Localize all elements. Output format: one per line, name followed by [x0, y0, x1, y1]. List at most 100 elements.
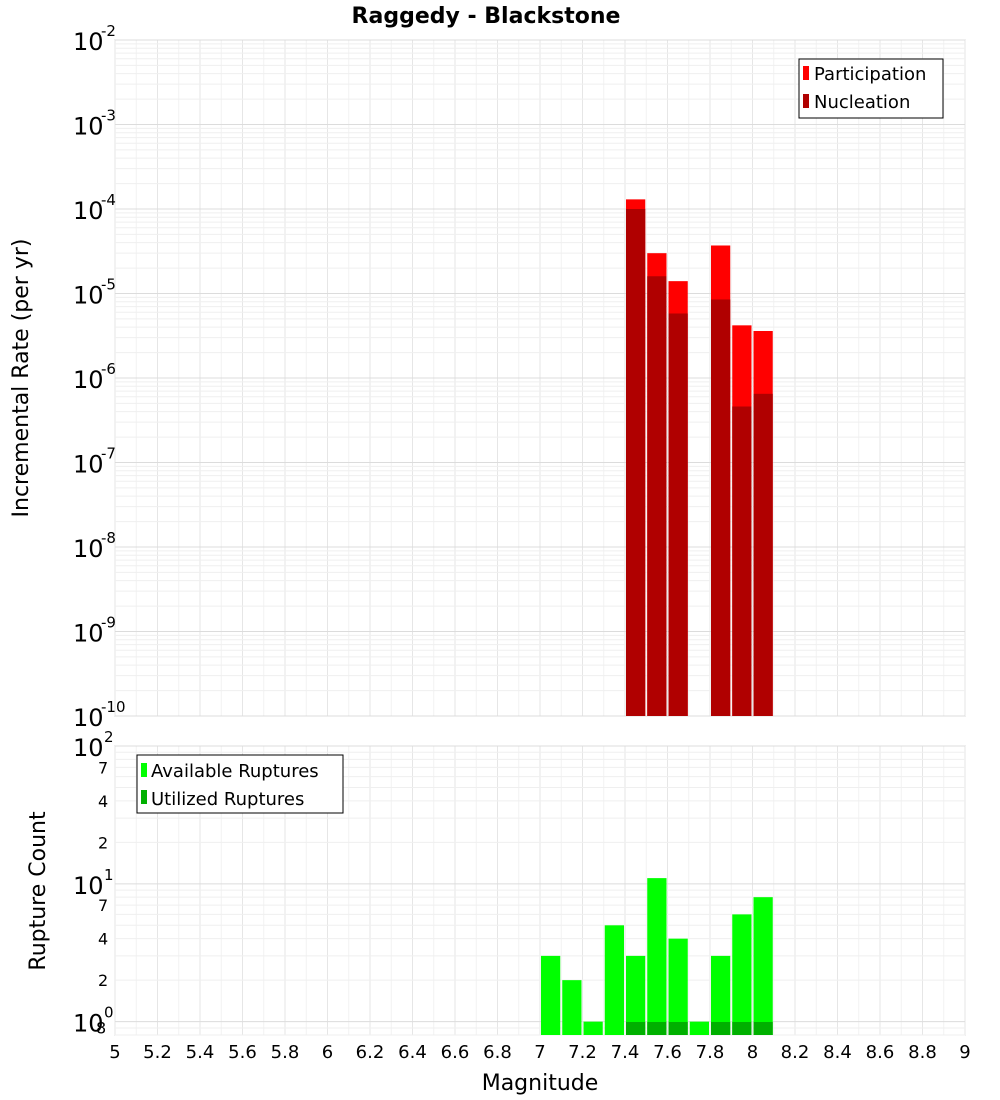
y-tick-label-base: 10: [73, 451, 104, 479]
bar-nucleation: [626, 209, 646, 716]
x-tick-label: 9: [959, 1042, 970, 1063]
y-minor-tick-label: 4: [98, 930, 108, 949]
y-minor-tick-label: 7: [98, 758, 108, 777]
legend-swatch-utilized: [141, 790, 147, 804]
legend-label-nucleation: Nucleation: [814, 92, 910, 113]
x-tick-label: 5.8: [271, 1042, 300, 1063]
x-tick-label: 7.6: [653, 1042, 682, 1063]
bar-available-ruptures: [711, 955, 731, 1035]
x-tick-labels: 5 5.2 5.4 5.6 5.8 6 6.2 6.4 6.6 6.8 7 7.2 7.4 7.6 7.8 8…: [109, 1042, 970, 1063]
chart-title: Raggedy - Blackstone: [352, 4, 621, 29]
y-tick-label-exponent: -10: [101, 698, 126, 716]
y-tick-label-base: 10: [73, 620, 104, 648]
bar-available-ruptures: [647, 878, 667, 1035]
bar-available-ruptures: [583, 1021, 603, 1035]
legend-swatch-nucleation: [803, 94, 809, 108]
y-tick-label-exponent: -5: [101, 276, 116, 294]
bar-available-ruptures: [562, 980, 582, 1035]
x-tick-label: 6.6: [441, 1042, 470, 1063]
bar-available-ruptures: [626, 955, 646, 1035]
y-tick-label-exponent: -4: [101, 191, 116, 209]
y-tick-label-base: 10: [73, 282, 104, 310]
bar-available-ruptures: [689, 1021, 709, 1035]
x-tick-label: 6.2: [356, 1042, 385, 1063]
x-tick-label: 8.4: [823, 1042, 852, 1063]
x-tick-label: 8: [747, 1042, 758, 1063]
bar-available-ruptures: [604, 925, 624, 1035]
x-tick-label: 8.8: [908, 1042, 937, 1063]
bar-utilized-ruptures: [711, 1022, 731, 1035]
legend-label-utilized: Utilized Ruptures: [151, 789, 304, 810]
bar-utilized-ruptures: [668, 1022, 688, 1035]
y-tick-label-exponent: -2: [101, 22, 116, 40]
y-minor-tick-label: 2: [98, 971, 108, 990]
count-legend[interactable]: Available Ruptures Utilized Ruptures: [136, 754, 344, 814]
y-minor-tick-label: 4: [98, 792, 108, 811]
rate-y-axis-label: Incremental Rate (per yr): [9, 239, 34, 518]
y-minor-tick-label: 7: [98, 896, 108, 915]
legend-swatch-participation: [803, 66, 809, 80]
legend-swatch-available: [141, 763, 147, 777]
count-y-axis-label: Rupture Count: [26, 811, 51, 971]
bar-utilized-ruptures: [732, 1022, 752, 1035]
x-tick-label: 8.6: [866, 1042, 895, 1063]
bar-available-ruptures: [732, 914, 752, 1035]
x-tick-label: 5: [109, 1042, 120, 1063]
bar-available-ruptures: [753, 897, 773, 1035]
x-tick-label: 7: [534, 1042, 545, 1063]
rate-bars: [626, 199, 773, 717]
x-tick-label: 6.4: [398, 1042, 427, 1063]
y-tick-label-exponent: -8: [101, 529, 116, 547]
bar-nucleation: [753, 393, 773, 716]
y-tick-label-exponent: -7: [101, 445, 116, 463]
count-legend-box: [136, 754, 344, 814]
bar-utilized-ruptures: [647, 1022, 667, 1035]
bar-available-ruptures: [541, 955, 561, 1035]
x-tick-label: 7.4: [611, 1042, 640, 1063]
legend-label-available: Available Ruptures: [151, 761, 319, 782]
x-tick-label: 5.6: [228, 1042, 257, 1063]
bar-nucleation: [668, 313, 688, 716]
x-axis-label: Magnitude: [482, 1071, 599, 1096]
y-tick-label-exponent: -6: [101, 360, 116, 378]
y-tick-label-base: 10: [73, 113, 104, 141]
bar-nucleation: [732, 406, 752, 716]
x-tick-label: 5.2: [143, 1042, 172, 1063]
rate-legend-box: [798, 58, 944, 119]
bar-utilized-ruptures: [753, 1022, 773, 1035]
y-tick-label-exponent: -9: [101, 614, 116, 632]
x-tick-label: 7.8: [696, 1042, 725, 1063]
rate-gridlines: [114, 39, 966, 717]
y-tick-label-exponent: 0: [104, 1004, 114, 1022]
bar-utilized-ruptures: [626, 1022, 646, 1035]
legend-label-participation: Participation: [814, 64, 926, 85]
count-bars: [541, 878, 773, 1035]
rate-legend[interactable]: Participation Nucleation: [798, 58, 944, 119]
y-tick-label-exponent: 1: [104, 866, 114, 884]
y-tick-label-extra: 8: [96, 1019, 106, 1038]
y-tick-label-exponent: -3: [101, 107, 116, 125]
y-tick-label-base: 10: [73, 1010, 104, 1038]
y-tick-label-base: 10: [73, 872, 104, 900]
y-tick-label-base: 10: [73, 704, 104, 732]
y-tick-label-base: 10: [73, 28, 104, 56]
x-tick-label: 6: [322, 1042, 333, 1063]
x-tick-label: 8.2: [781, 1042, 810, 1063]
y-tick-label-base: 10: [73, 366, 104, 394]
y-tick-label-base: 10: [73, 734, 104, 762]
y-tick-label-exponent: 2: [104, 728, 114, 746]
y-tick-label-base: 10: [73, 535, 104, 563]
x-tick-label: 6.8: [483, 1042, 512, 1063]
bar-available-ruptures: [668, 938, 688, 1035]
bar-nucleation: [711, 299, 731, 716]
x-tick-label: 7.2: [568, 1042, 597, 1063]
y-minor-tick-label: 2: [98, 833, 108, 852]
x-tick-label: 5.4: [186, 1042, 215, 1063]
y-tick-label-base: 10: [73, 197, 104, 225]
bar-nucleation: [647, 276, 667, 716]
